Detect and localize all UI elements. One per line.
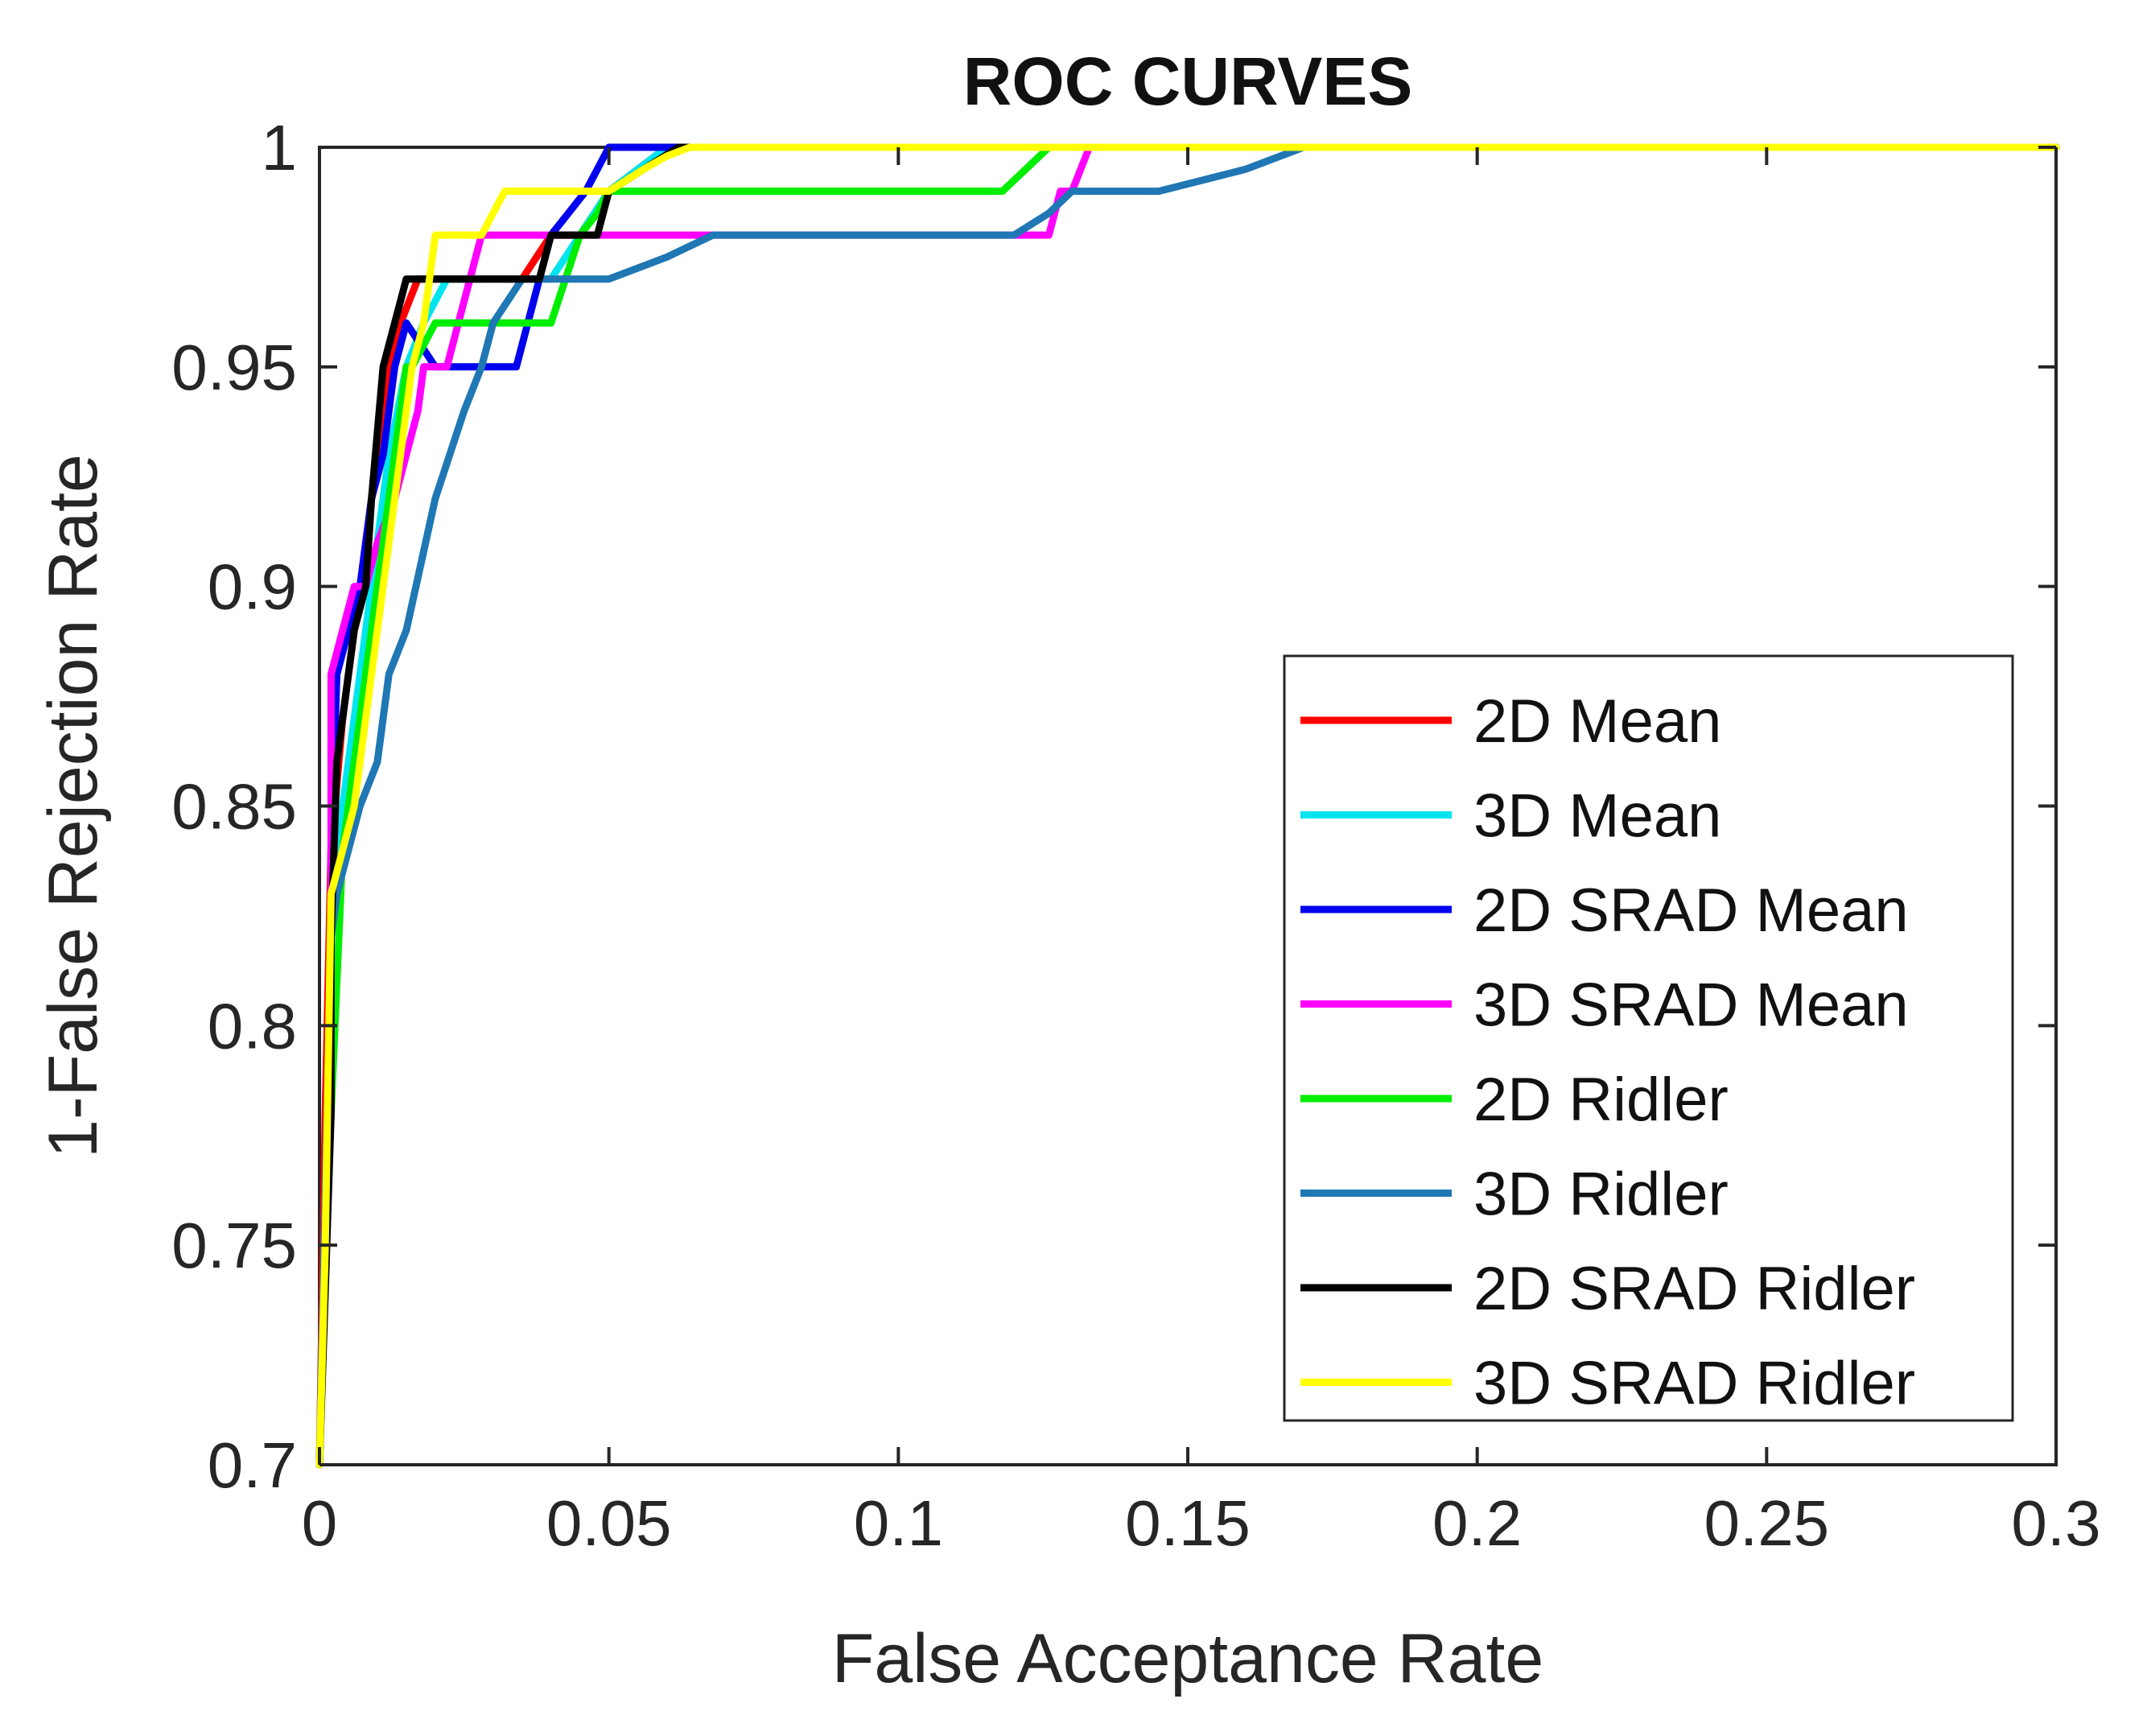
legend-items: 2D Mean 3D Mean 2D SRAD Mean 3D SRAD Mean 2D… (1300, 687, 1915, 1418)
legend-box (1283, 654, 2014, 1422)
y-tick-label: 0.95 (171, 332, 297, 403)
series-line-2d-srad-ridler (315, 143, 2060, 1469)
y-tick-label: 0.9 (208, 551, 297, 623)
series-line-2d-ridler (315, 143, 2060, 1469)
x-tick-label: 0.25 (1704, 1487, 1829, 1559)
legend-label: 3D SRAD Ridler (1473, 1350, 1915, 1418)
legend-label: 2D SRAD Ridler (1473, 1255, 1915, 1323)
chart-title: ROC CURVES (963, 43, 1413, 119)
x-tick-label: 0.3 (2011, 1487, 2100, 1559)
legend-label: 2D SRAD Mean (1473, 876, 1909, 945)
legend-label: 3D Mean (1473, 782, 1721, 851)
series-line-3d-srad-mean (315, 143, 2060, 1469)
y-tick-label: 1 (262, 112, 298, 183)
series-line-3d-srad-ridler (315, 143, 2060, 1469)
y-tick-labels: 0.7 0.75 0.8 0.85 0.9 0.95 1 (171, 112, 297, 1501)
legend-label: 2D Ridler (1473, 1066, 1729, 1134)
x-tick-labels: 0 0.05 0.1 0.15 0.2 0.25 0.3 (302, 1487, 2101, 1559)
x-tick-label: 0.1 (854, 1487, 943, 1559)
x-tick-label: 0.05 (546, 1487, 672, 1559)
y-tick-label: 0.85 (171, 771, 297, 843)
x-tick-label: 0.15 (1125, 1487, 1251, 1559)
y-tick-label: 0.7 (208, 1429, 297, 1501)
legend-label: 2D Mean (1473, 687, 1721, 756)
x-tick-label: 0.2 (1432, 1487, 1522, 1559)
series-layer (315, 143, 2060, 1469)
y-tick-label: 0.75 (171, 1210, 297, 1281)
legend-label: 3D Ridler (1473, 1161, 1729, 1229)
y-axis-label: 1-False Rejection Rate (35, 454, 112, 1158)
legend: 2D Mean 3D Mean 2D SRAD Mean 3D SRAD Mean 2D… (1283, 654, 2014, 1422)
series-line-3d-ridler (315, 143, 2060, 1469)
legend-label: 3D SRAD Mean (1473, 971, 1909, 1040)
x-axis-label: False Acceptance Rate (832, 1620, 1543, 1697)
tick-layer (318, 146, 2058, 1466)
x-tick-label: 0 (302, 1487, 338, 1559)
y-tick-label: 0.8 (208, 990, 297, 1062)
